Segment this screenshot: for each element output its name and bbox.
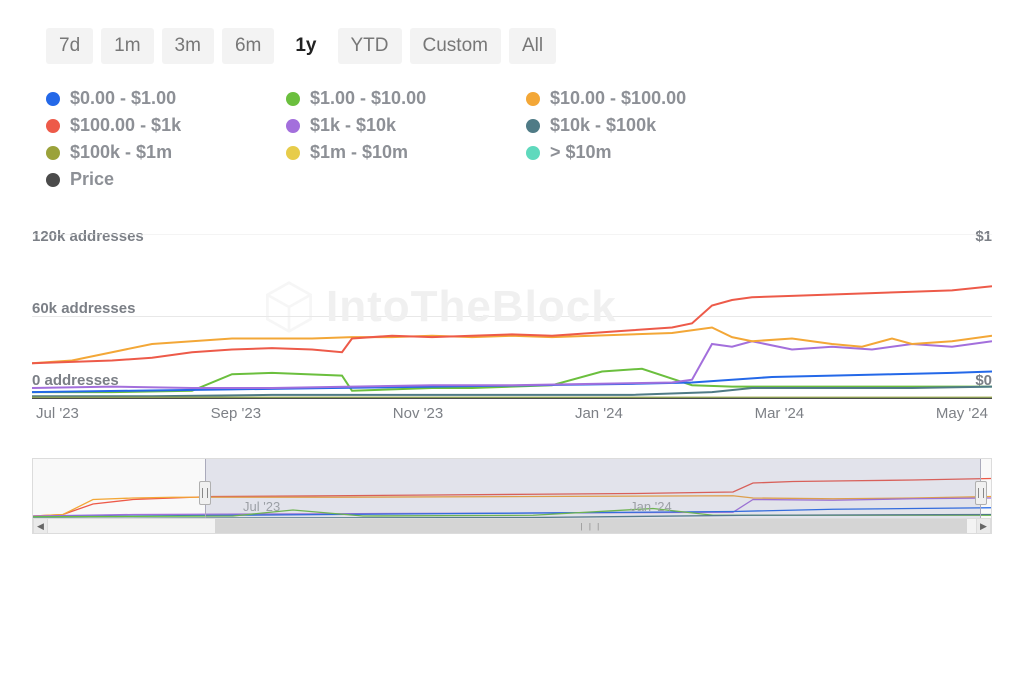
x-axis-ticks: Jul '23 Sep '23 Nov '23 Jan '24 Mar '24 May '…	[32, 405, 992, 422]
watermark: IntoTheBlock	[262, 280, 617, 334]
legend-item[interactable]: $10k - $100k	[526, 115, 766, 136]
range-tab-7d[interactable]: 7d	[46, 28, 93, 64]
watermark-cube-icon	[262, 280, 316, 334]
range-tab-3m[interactable]: 3m	[162, 28, 214, 64]
legend-label: $0.00 - $1.00	[70, 88, 176, 109]
x-tick-label: Mar '24	[755, 405, 805, 422]
legend-swatch	[286, 119, 300, 133]
legend-label: $1k - $10k	[310, 115, 396, 136]
nav-label-0: Jul '23	[243, 499, 280, 514]
legend-swatch	[46, 119, 60, 133]
legend-item[interactable]: $100.00 - $1k	[46, 115, 286, 136]
legend-item[interactable]: > $10m	[526, 142, 766, 163]
range-tab-ytd[interactable]: YTD	[338, 28, 402, 64]
legend-swatch	[526, 146, 540, 160]
legend-label: Price	[70, 169, 114, 190]
range-tab-1m[interactable]: 1m	[101, 28, 153, 64]
legend-label: $1m - $10m	[310, 142, 408, 163]
legend-item[interactable]: Price	[46, 169, 286, 190]
legend-label: $100k - $1m	[70, 142, 172, 163]
legend-item[interactable]: $1m - $10m	[286, 142, 526, 163]
watermark-text: IntoTheBlock	[326, 282, 617, 332]
legend-item[interactable]: $1.00 - $10.00	[286, 88, 526, 109]
scroll-track[interactable]: | | |	[48, 519, 976, 533]
legend-swatch	[286, 146, 300, 160]
chart-legend: $0.00 - $1.00 $1.00 - $10.00 $10.00 - $100…	[46, 88, 992, 190]
main-chart-area: 120k addresses 60k addresses 0 addresses…	[32, 234, 992, 422]
range-tab-custom[interactable]: Custom	[410, 28, 501, 64]
x-tick-label: Sep '23	[211, 405, 261, 422]
legend-swatch	[46, 146, 60, 160]
x-tick-label: Jan '24	[575, 405, 623, 422]
legend-label: $10k - $100k	[550, 115, 656, 136]
scroll-thumb[interactable]: | | |	[215, 519, 967, 533]
scroll-left-button[interactable]: ◀	[33, 519, 48, 533]
range-navigator[interactable]: Jul '23 Jan '24 ◀ | | | ▶	[32, 458, 992, 534]
x-tick-label: Jul '23	[36, 405, 79, 422]
range-tab-1y[interactable]: 1y	[282, 28, 329, 64]
legend-label: $1.00 - $10.00	[310, 88, 426, 109]
legend-item[interactable]: $0.00 - $1.00	[46, 88, 286, 109]
legend-swatch	[46, 92, 60, 106]
range-tab-6m[interactable]: 6m	[222, 28, 274, 64]
legend-swatch	[46, 173, 60, 187]
navigator-x-labels: Jul '23 Jan '24	[33, 499, 991, 514]
legend-swatch	[286, 92, 300, 106]
time-range-tabs: 7d1m3m6m1yYTDCustomAll	[32, 28, 992, 64]
main-chart[interactable]: IntoTheBlock	[32, 234, 992, 399]
navigator-scrollbar[interactable]: ◀ | | | ▶	[33, 518, 991, 533]
legend-item[interactable]: $1k - $10k	[286, 115, 526, 136]
nav-label-1: Jan '24	[630, 499, 672, 514]
legend-item[interactable]: $10.00 - $100.00	[526, 88, 766, 109]
legend-label: $100.00 - $1k	[70, 115, 181, 136]
legend-label: $10.00 - $100.00	[550, 88, 686, 109]
x-tick-label: Nov '23	[393, 405, 443, 422]
legend-swatch	[526, 119, 540, 133]
x-tick-label: May '24	[936, 405, 988, 422]
legend-swatch	[526, 92, 540, 106]
legend-item[interactable]: $100k - $1m	[46, 142, 286, 163]
legend-label: > $10m	[550, 142, 612, 163]
range-tab-all[interactable]: All	[509, 28, 556, 64]
scroll-right-button[interactable]: ▶	[976, 519, 991, 533]
